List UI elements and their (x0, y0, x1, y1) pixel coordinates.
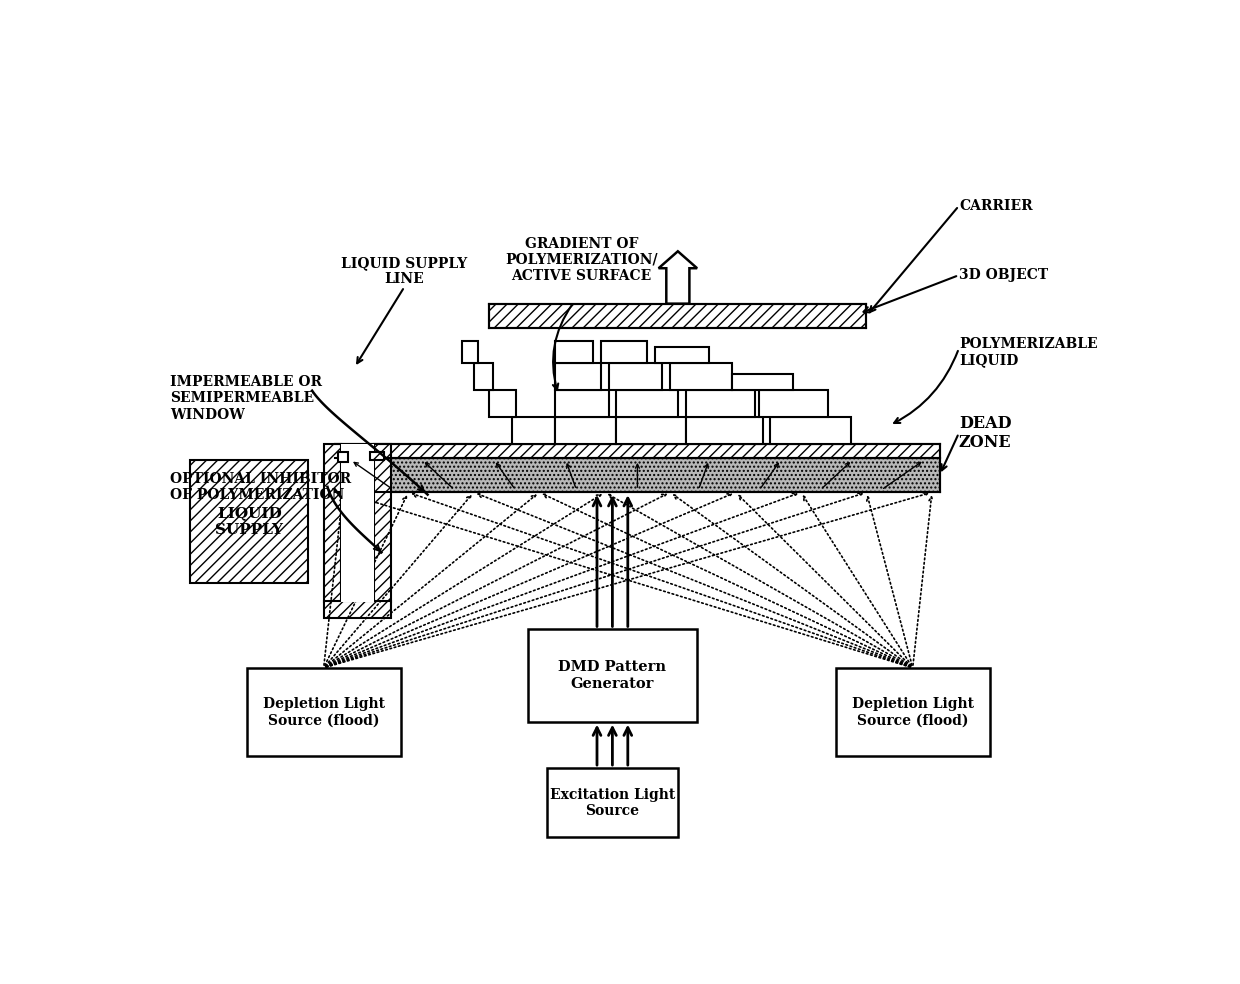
Bar (528, 630, 697, 721)
Bar (554, 363, 601, 390)
Text: Depletion Light
Source (flood): Depletion Light Source (flood) (263, 697, 384, 727)
Bar (191, 460, 309, 584)
Text: DMD Pattern
Generator: DMD Pattern Generator (558, 660, 666, 691)
Bar (324, 444, 341, 602)
Bar (670, 363, 732, 390)
Text: OPTIONAL INHIBITOR
OF POLYMERIZATION: OPTIONAL INHIBITOR OF POLYMERIZATION (170, 471, 351, 502)
Bar (324, 601, 391, 618)
FancyArrow shape (658, 251, 697, 304)
Bar (339, 453, 347, 461)
Text: LIQUID SUPPLY
LINE: LIQUID SUPPLY LINE (341, 256, 467, 286)
Bar (836, 668, 990, 757)
Bar (759, 390, 828, 417)
Text: IMPERMEABLE OR
SEMIPERMEABLE
WINDOW: IMPERMEABLE OR SEMIPERMEABLE WINDOW (170, 375, 321, 421)
Bar (686, 390, 755, 417)
Text: Excitation Light
Source: Excitation Light Source (549, 787, 675, 818)
Bar (554, 417, 616, 444)
Text: CARRIER: CARRIER (959, 199, 1033, 213)
Text: DEAD
ZONE: DEAD ZONE (959, 414, 1012, 452)
Bar (370, 453, 383, 460)
Text: Depletion Light
Source (flood): Depletion Light Source (flood) (852, 697, 973, 727)
Bar (490, 304, 867, 329)
Bar (770, 417, 851, 444)
Text: LIQUID
SUPPLY: LIQUID SUPPLY (216, 507, 284, 536)
Bar (686, 417, 763, 444)
Bar (609, 363, 662, 390)
Bar (554, 341, 593, 363)
Bar (490, 390, 516, 417)
Bar (547, 768, 678, 837)
Bar (463, 341, 477, 363)
Bar (373, 444, 391, 602)
Text: 3D OBJECT: 3D OBJECT (959, 269, 1048, 282)
Bar (554, 390, 609, 417)
Text: GRADIENT OF
POLYMERIZATION/
ACTIVE SURFACE: GRADIENT OF POLYMERIZATION/ ACTIVE SURFA… (505, 236, 658, 283)
Bar (341, 444, 373, 602)
Bar (601, 341, 647, 363)
Bar (335, 444, 940, 458)
Bar (616, 390, 678, 417)
Bar (732, 374, 794, 390)
Bar (655, 346, 708, 363)
Bar (247, 668, 401, 757)
Text: POLYMERIZABLE
LIQUID: POLYMERIZABLE LIQUID (959, 338, 1097, 367)
Bar (474, 363, 494, 390)
Bar (512, 417, 554, 444)
Bar (616, 417, 686, 444)
Bar (335, 458, 940, 492)
